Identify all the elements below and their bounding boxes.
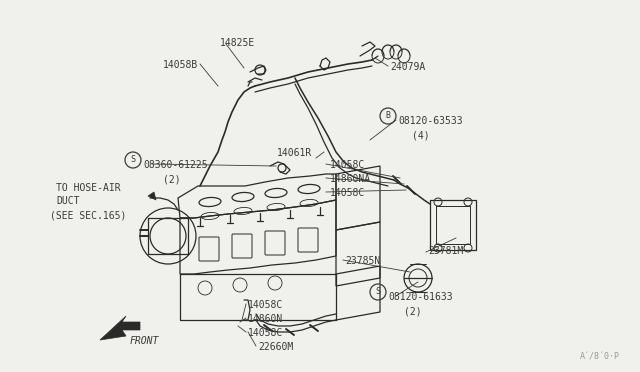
Text: 14058C: 14058C	[248, 328, 284, 338]
Text: 23781M: 23781M	[428, 246, 463, 256]
Text: A´/8´0·P: A´/8´0·P	[580, 353, 620, 362]
Polygon shape	[148, 192, 156, 200]
Text: 14860NA: 14860NA	[330, 174, 371, 184]
Text: 14061R: 14061R	[277, 148, 312, 158]
Text: 14860N: 14860N	[248, 314, 284, 324]
Text: 14058C: 14058C	[330, 160, 365, 170]
Text: 23785N: 23785N	[345, 256, 380, 266]
Text: TO HOSE-AIR: TO HOSE-AIR	[56, 183, 120, 193]
Text: 08360-61225: 08360-61225	[143, 160, 207, 170]
Text: 08120-61633: 08120-61633	[388, 292, 452, 302]
Text: 14825E: 14825E	[220, 38, 255, 48]
Text: 14058B: 14058B	[163, 60, 198, 70]
Text: (SEE SEC.165): (SEE SEC.165)	[50, 210, 126, 220]
Text: B: B	[385, 112, 390, 121]
Text: (2): (2)	[163, 174, 180, 184]
Text: 14058C: 14058C	[330, 188, 365, 198]
Text: (4): (4)	[412, 130, 429, 140]
Text: 24079A: 24079A	[390, 62, 425, 72]
Text: FRONT: FRONT	[130, 336, 159, 346]
Text: 14058C: 14058C	[248, 300, 284, 310]
Text: S: S	[376, 288, 381, 296]
Text: DUCT: DUCT	[56, 196, 79, 206]
Polygon shape	[100, 316, 140, 340]
Text: 08120-63533: 08120-63533	[398, 116, 463, 126]
Text: (2): (2)	[404, 306, 422, 316]
Text: 22660M: 22660M	[258, 342, 293, 352]
Text: S: S	[131, 155, 136, 164]
